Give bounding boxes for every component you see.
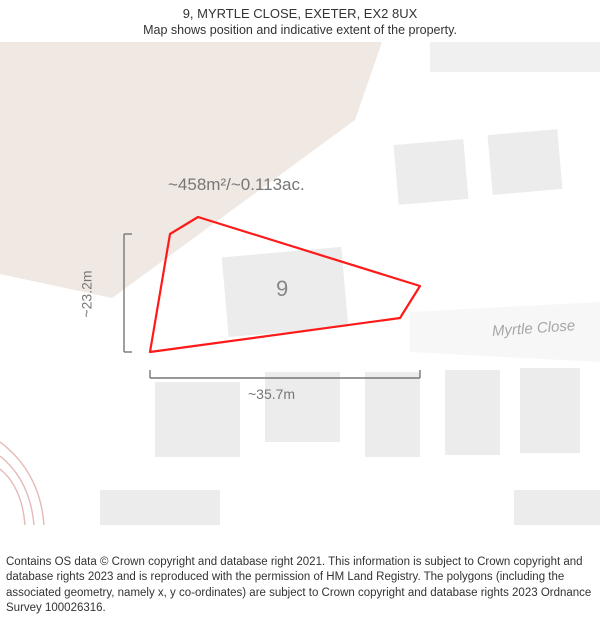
dimension-horizontal-label: ~35.7m: [248, 386, 295, 402]
copyright-footer: Contains OS data © Crown copyright and d…: [0, 551, 600, 625]
area-label: ~458m²/~0.113ac.: [168, 175, 305, 195]
subtitle: Map shows position and indicative extent…: [10, 23, 590, 37]
plot-number: 9: [276, 276, 288, 302]
map-area: ~458m²/~0.113ac. ~23.2m ~35.7m 9 Myrtle …: [0, 42, 600, 525]
header: 9, MYRTLE CLOSE, EXETER, EX2 8UX Map sho…: [0, 0, 600, 39]
dimension-vertical-label: ~23.2m: [79, 270, 95, 317]
address-title: 9, MYRTLE CLOSE, EXETER, EX2 8UX: [10, 6, 590, 21]
